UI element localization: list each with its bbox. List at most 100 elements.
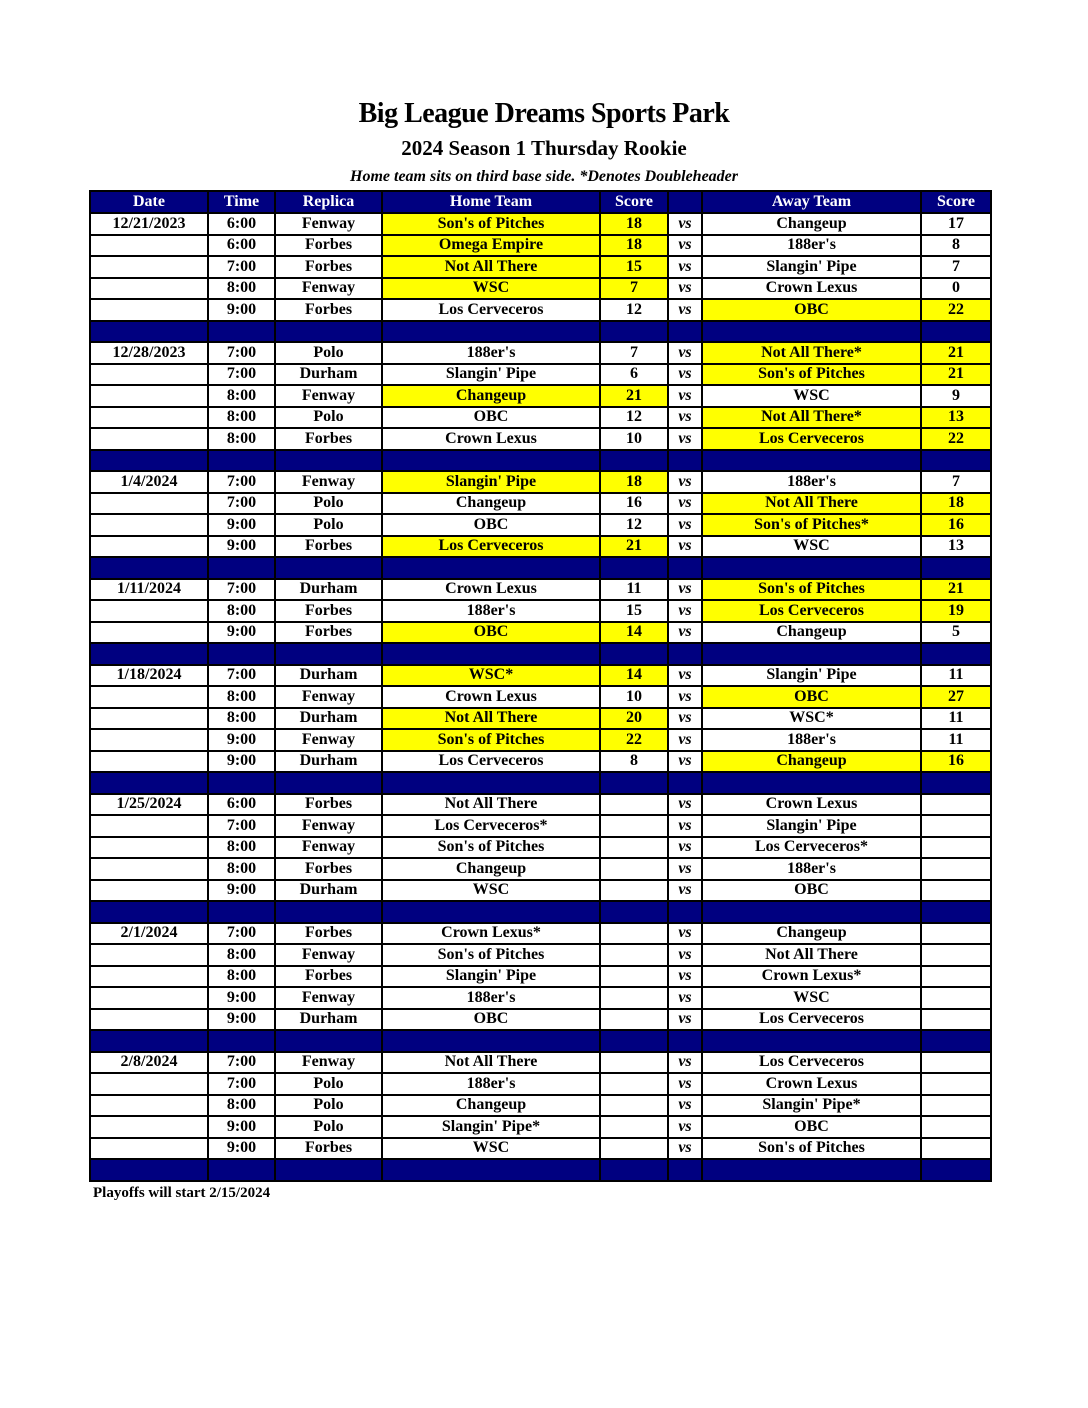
separator-cell xyxy=(89,771,209,795)
time-cell: 9:00 xyxy=(207,728,276,752)
week-separator-row xyxy=(89,319,992,343)
home-score-cell: 15 xyxy=(599,255,669,279)
separator-cell xyxy=(274,1029,383,1053)
time-cell: 8:00 xyxy=(207,706,276,730)
replica-cell: Forbes xyxy=(274,1136,383,1160)
time-cell: 8:00 xyxy=(207,599,276,623)
home-score-cell: 16 xyxy=(599,491,669,515)
vs-cell: vs xyxy=(667,577,703,601)
game-row: 6:00 Forbes Omega Empire 18 vs 188er's 8 xyxy=(89,233,992,257)
date-cell xyxy=(89,835,209,859)
date-cell xyxy=(89,1115,209,1139)
home-score-cell: 21 xyxy=(599,384,669,408)
replica-cell: Fenway xyxy=(274,835,383,859)
separator-cell xyxy=(701,448,922,472)
replica-cell: Fenway xyxy=(274,384,383,408)
game-row: 7:00 Durham Slangin' Pipe 6 vs Son's of Pitch… xyxy=(89,362,992,386)
time-cell: 9:00 xyxy=(207,749,276,773)
week-separator-row xyxy=(89,1029,992,1053)
away-team-cell: Crown Lexus xyxy=(701,792,922,816)
home-score-cell: 11 xyxy=(599,577,669,601)
separator-cell xyxy=(207,642,276,666)
vs-cell: vs xyxy=(667,964,703,988)
time-cell: 9:00 xyxy=(207,1007,276,1031)
date-cell: 12/21/2023 xyxy=(89,212,209,236)
replica-cell: Forbes xyxy=(274,964,383,988)
away-team-cell: WSC* xyxy=(701,706,922,730)
replica-cell: Forbes xyxy=(274,427,383,451)
date-cell xyxy=(89,1007,209,1031)
separator-cell xyxy=(89,1029,209,1053)
replica-cell: Fenway xyxy=(274,470,383,494)
replica-cell: Fenway xyxy=(274,1050,383,1074)
away-team-cell: Son's of Pitches* xyxy=(701,513,922,537)
vs-cell: vs xyxy=(667,685,703,709)
away-team-cell: Los Cerveceros xyxy=(701,1050,922,1074)
vs-cell: vs xyxy=(667,427,703,451)
date-cell xyxy=(89,534,209,558)
away-score-cell: 11 xyxy=(920,728,992,752)
away-score-cell: 19 xyxy=(920,599,992,623)
away-team-cell: Not All There xyxy=(701,943,922,967)
replica-cell: Durham xyxy=(274,706,383,730)
separator-cell xyxy=(381,1158,601,1182)
replica-cell: Durham xyxy=(274,749,383,773)
vs-cell: vs xyxy=(667,276,703,300)
separator-cell xyxy=(920,771,992,795)
away-team-cell: Los Cerveceros* xyxy=(701,835,922,859)
home-team-cell: OBC xyxy=(381,620,601,644)
time-cell: 8:00 xyxy=(207,405,276,429)
replica-cell: Fenway xyxy=(274,212,383,236)
home-score-cell: 15 xyxy=(599,599,669,623)
separator-cell xyxy=(207,556,276,580)
separator-cell xyxy=(599,642,669,666)
game-row: 9:00 Polo Slangin' Pipe* vs OBC xyxy=(89,1115,992,1139)
separator-cell xyxy=(381,900,601,924)
separator-cell xyxy=(920,448,992,472)
replica-cell: Forbes xyxy=(274,534,383,558)
home-team-cell: Not All There xyxy=(381,792,601,816)
time-cell: 7:00 xyxy=(207,491,276,515)
schedule-note: Home team sits on third base side. *Deno… xyxy=(350,168,738,185)
vs-cell: vs xyxy=(667,921,703,945)
separator-cell xyxy=(599,771,669,795)
time-cell: 7:00 xyxy=(207,663,276,687)
date-cell xyxy=(89,706,209,730)
playoffs-note: Playoffs will start 2/15/2024 xyxy=(93,1185,271,1201)
game-row: 8:00 Forbes Slangin' Pipe vs Crown Lexus* xyxy=(89,964,992,988)
home-team-cell: 188er's xyxy=(381,341,601,365)
away-team-cell: Slangin' Pipe xyxy=(701,255,922,279)
away-team-cell: 188er's xyxy=(701,233,922,257)
week-separator-row xyxy=(89,642,992,666)
vs-cell: vs xyxy=(667,1115,703,1139)
time-cell: 7:00 xyxy=(207,1072,276,1096)
vs-cell: vs xyxy=(667,792,703,816)
home-team-cell: Omega Empire xyxy=(381,233,601,257)
home-score-cell: 6 xyxy=(599,362,669,386)
time-cell: 9:00 xyxy=(207,1115,276,1139)
date-cell xyxy=(89,878,209,902)
game-row: 1/18/2024 7:00 Durham WSC* 14 vs Slangin' Pipe… xyxy=(89,663,992,687)
game-row: 9:00 Fenway Son's of Pitches 22 vs 188er's 11 xyxy=(89,728,992,752)
separator-cell xyxy=(920,900,992,924)
separator-cell xyxy=(599,900,669,924)
date-cell xyxy=(89,491,209,515)
separator-cell xyxy=(667,319,703,343)
away-team-cell: Son's of Pitches xyxy=(701,362,922,386)
page-title: Big League Dreams Sports Park xyxy=(358,98,730,129)
game-row: 8:00 Fenway Changeup 21 vs WSC 9 xyxy=(89,384,992,408)
home-team-cell: Crown Lexus xyxy=(381,685,601,709)
vs-cell: vs xyxy=(667,384,703,408)
replica-cell: Durham xyxy=(274,878,383,902)
replica-cell: Fenway xyxy=(274,943,383,967)
vs-cell: vs xyxy=(667,1072,703,1096)
home-score-cell: 12 xyxy=(599,513,669,537)
game-row: 7:00 Fenway Los Cerveceros* vs Slangin' Pipe xyxy=(89,814,992,838)
time-cell: 6:00 xyxy=(207,792,276,816)
game-row: 9:00 Durham Los Cerveceros 8 vs Changeup 16 xyxy=(89,749,992,773)
separator-cell xyxy=(920,642,992,666)
home-team-cell: 188er's xyxy=(381,1072,601,1096)
away-team-cell: WSC xyxy=(701,986,922,1010)
replica-cell: Forbes xyxy=(274,857,383,881)
vs-cell: vs xyxy=(667,943,703,967)
